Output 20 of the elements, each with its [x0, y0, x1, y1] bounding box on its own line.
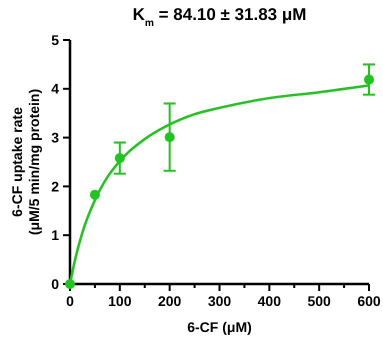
- point: [90, 190, 100, 200]
- y-tick-label: 2: [51, 178, 60, 194]
- x-tick-label: 200: [158, 293, 182, 309]
- y-tick-label: 0: [51, 276, 60, 292]
- x-tick-label: 0: [66, 293, 74, 309]
- x-tick-label: 500: [307, 293, 332, 309]
- y-tick-label: 1: [51, 227, 60, 244]
- y-tick-label: 5: [51, 32, 60, 48]
- point: [114, 153, 125, 164]
- y-axis-title: 6-CF uptake rate (μM/5 min/mg protein): [9, 88, 42, 236]
- point: [364, 74, 374, 85]
- x-tick-label: 300: [208, 293, 232, 309]
- y-tick-label: 3: [51, 130, 60, 146]
- y-tick-label: 4: [51, 80, 60, 97]
- x-tick-label: 600: [357, 293, 381, 309]
- x-tick-label: 400: [258, 293, 282, 309]
- point: [164, 132, 175, 142]
- x-axis-title: 6-CF (μM): [187, 319, 252, 335]
- chart-title: K$_{m}$ = 84.10 ± 31.83 μM: [132, 5, 306, 28]
- x-tick-label: 100: [108, 293, 132, 309]
